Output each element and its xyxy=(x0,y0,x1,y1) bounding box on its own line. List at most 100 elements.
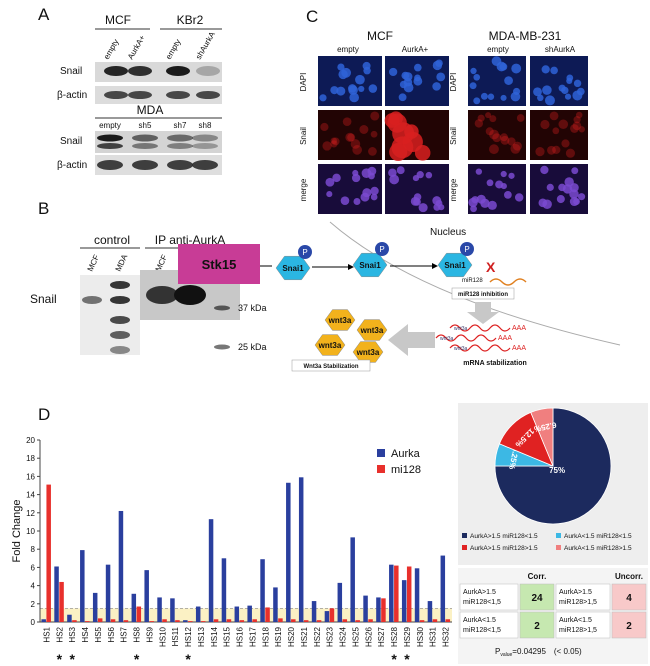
band xyxy=(104,91,128,99)
row-label: DAPI xyxy=(299,73,308,92)
cell xyxy=(370,111,380,121)
row-label: Snail xyxy=(299,127,308,145)
x-tick-label: HS12 xyxy=(184,626,193,647)
cell xyxy=(486,179,494,187)
cell xyxy=(570,124,579,133)
bar xyxy=(170,598,175,622)
cell xyxy=(578,126,585,133)
x-tick-label: HS14 xyxy=(210,626,219,647)
x-tick-label: HS18 xyxy=(261,626,270,647)
x-tick-label: HS17 xyxy=(248,626,257,647)
phospho xyxy=(460,242,474,256)
band xyxy=(97,134,123,142)
row-label: β-actin xyxy=(57,90,87,101)
cell xyxy=(388,168,397,177)
blot xyxy=(95,155,222,175)
cell xyxy=(330,140,338,148)
cell xyxy=(485,127,494,136)
x-tick-label: HS30 xyxy=(416,626,425,647)
cell xyxy=(347,133,356,142)
cell xyxy=(500,133,508,142)
group-label: KBr2 xyxy=(177,13,204,27)
mirna-label: miR128 xyxy=(462,278,483,284)
x-tick-label: HS10 xyxy=(158,626,167,647)
band xyxy=(97,143,123,149)
bar xyxy=(291,619,296,622)
bar xyxy=(162,619,167,622)
value-label: 6.25% xyxy=(533,420,557,433)
bar xyxy=(324,611,330,622)
bar xyxy=(401,580,407,622)
legend-label: Aurka xyxy=(391,448,421,460)
annotation: * xyxy=(391,651,397,666)
bar xyxy=(59,581,64,622)
marker-label: 37 kDa xyxy=(238,303,267,313)
cell xyxy=(540,119,550,130)
bar xyxy=(67,614,72,622)
annotation: * xyxy=(69,651,75,666)
x-tick-label: HS32 xyxy=(442,626,451,647)
band xyxy=(192,134,218,142)
cell xyxy=(342,117,352,126)
bar xyxy=(419,620,425,622)
x-tick-label: HS20 xyxy=(287,626,296,647)
marker-label: 25 kDa xyxy=(238,342,267,352)
legend-swatch xyxy=(377,465,385,473)
lane-label: empty xyxy=(164,38,183,61)
cell xyxy=(546,183,554,191)
cell xyxy=(516,114,525,122)
y-tick-label: 8 xyxy=(31,545,36,554)
mrna-label: wnt3a xyxy=(454,346,468,352)
band xyxy=(97,160,123,170)
lane-label: sh7 xyxy=(174,121,187,130)
lane-label: empty xyxy=(487,45,509,54)
x-tick-label: HS6 xyxy=(107,626,116,642)
hexagon xyxy=(324,309,356,331)
x-tick-label: HS11 xyxy=(171,626,180,646)
table-text: miR128<1,5 xyxy=(463,599,501,606)
x-tick-label: HS26 xyxy=(364,626,373,647)
legend-label: AurkA<1.5 miR128>1.5 xyxy=(564,545,632,552)
phospho-label: P xyxy=(302,248,307,257)
band xyxy=(110,331,130,339)
cell xyxy=(550,66,558,75)
x-tick-label: HS1 xyxy=(42,626,51,642)
bar xyxy=(97,618,103,622)
lane-label: AurkA+ xyxy=(402,45,429,54)
bar xyxy=(363,595,368,622)
y-tick-label: 16 xyxy=(26,472,35,481)
band xyxy=(104,66,128,76)
bar xyxy=(239,620,245,622)
table-count: 2 xyxy=(534,621,540,632)
cell xyxy=(370,130,378,138)
cell xyxy=(573,198,580,205)
cell xyxy=(573,79,582,88)
bar xyxy=(376,597,381,622)
band xyxy=(166,66,190,76)
x-tick-label: HS23 xyxy=(326,626,335,647)
cell xyxy=(325,177,335,187)
panel-label: C xyxy=(306,7,318,26)
mrna xyxy=(449,344,511,352)
bar xyxy=(105,564,111,622)
cell xyxy=(436,72,446,82)
band xyxy=(132,143,158,149)
x-tick-label: HS9 xyxy=(145,626,154,642)
cell xyxy=(349,92,359,103)
bar xyxy=(157,597,162,622)
cell xyxy=(500,170,507,178)
bar xyxy=(188,621,193,622)
cell xyxy=(319,94,327,102)
cell xyxy=(492,133,502,143)
cell xyxy=(564,93,572,100)
cell xyxy=(413,193,422,201)
p-symbol: P xyxy=(495,647,500,656)
hexagon xyxy=(356,319,388,341)
nucleus-boundary xyxy=(329,221,621,346)
bar xyxy=(92,592,98,622)
cell xyxy=(473,97,481,105)
band xyxy=(214,305,230,311)
x-tick-label: HS28 xyxy=(390,626,399,647)
cell xyxy=(552,127,560,135)
